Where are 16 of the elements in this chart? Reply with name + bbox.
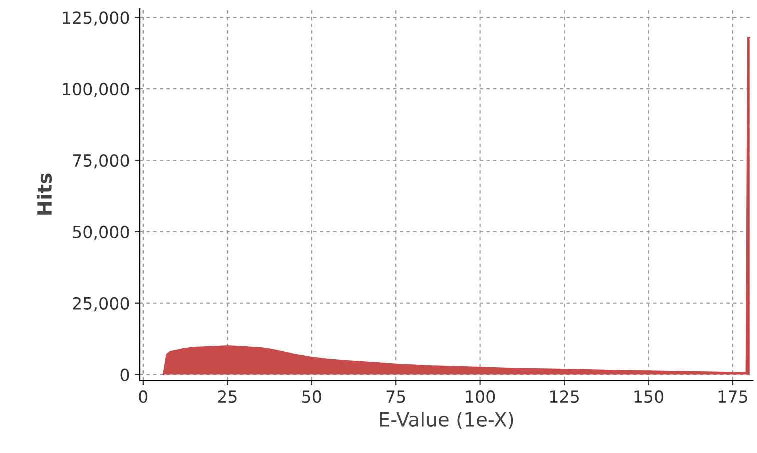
x-tick-label: 175	[718, 390, 748, 404]
x-tick-label: 75	[386, 390, 406, 404]
y-tick-label: 25,000	[73, 297, 130, 312]
y-tick-label: 75,000	[73, 154, 130, 169]
x-axis-title: E-Value (1e-X)	[380, 412, 514, 430]
y-axis-title: Hits	[37, 174, 52, 215]
x-tick-label: 0	[139, 390, 148, 404]
x-tick-label: 125	[550, 390, 579, 404]
y-tick-label: 0	[120, 368, 130, 382]
y-tick-label: 125,000	[63, 12, 130, 26]
x-tick-label: 25	[218, 390, 237, 404]
x-tick-label: 100	[466, 390, 496, 404]
y-tick-label: 100,000	[63, 83, 130, 98]
x-tick-label: 50	[302, 390, 322, 404]
y-tick-label: 50,000	[73, 226, 130, 240]
x-tick-label: 150	[634, 390, 664, 404]
